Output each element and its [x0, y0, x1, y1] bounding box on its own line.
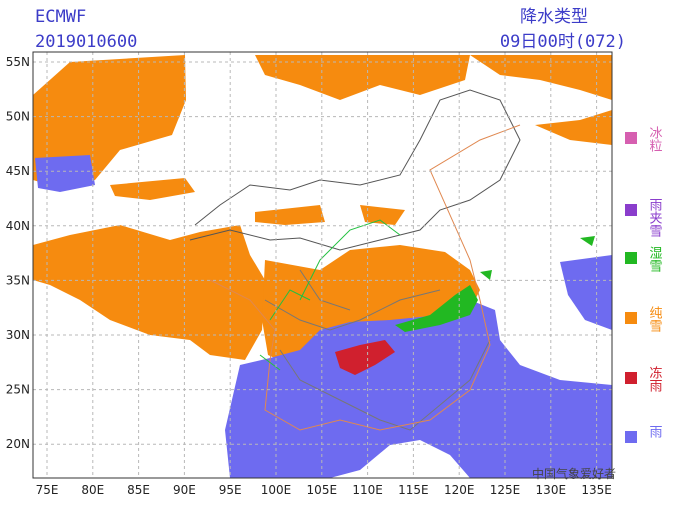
lon-label: 90E: [173, 483, 196, 497]
lat-label: 50N: [6, 110, 30, 124]
model-name: ECMWF: [35, 7, 86, 27]
lat-label: 25N: [6, 383, 30, 397]
legend-swatch: [625, 252, 637, 264]
legend-swatch: [625, 312, 637, 324]
legend-swatch: [625, 372, 637, 384]
lon-label: 120E: [444, 483, 475, 497]
lon-label: 115E: [398, 483, 429, 497]
legend-label: 湿雪: [647, 246, 663, 272]
legend-label: 冰粒: [647, 126, 663, 152]
legend-label: 雨夹雪: [647, 198, 663, 237]
lon-label: 110E: [352, 483, 383, 497]
lon-label: 100E: [261, 483, 292, 497]
legend-label: 雨: [647, 425, 663, 438]
snow-areas: [33, 55, 612, 365]
lon-label: 135E: [581, 483, 612, 497]
rain-areas: [35, 155, 612, 478]
watermark: 中国气象爱好者: [532, 466, 616, 481]
legend-swatch: [625, 132, 637, 144]
legend-swatch: [625, 204, 637, 216]
lat-label: 45N: [6, 164, 30, 178]
legend-label: 纯雪: [647, 306, 663, 332]
lon-label: 125E: [490, 483, 521, 497]
lat-label: 30N: [6, 328, 30, 342]
lon-label: 130E: [536, 483, 567, 497]
axis-labels: 55N 50N 45N 40N 35N 30N 25N 20N 75E 80E 85E 90E 95E 1…: [6, 55, 612, 497]
map-area: [32, 51, 613, 479]
init-time: 2019010600: [35, 32, 137, 52]
map-frame: [32, 51, 613, 479]
boundaries: [189, 89, 521, 431]
lon-label: 95E: [219, 483, 242, 497]
legend-swatch: [625, 431, 637, 443]
valid-time: 09日00时(072): [500, 32, 626, 52]
wet-snow-areas: [395, 236, 595, 332]
graticule: [33, 52, 612, 478]
lon-label: 75E: [36, 483, 59, 497]
lon-label: 85E: [127, 483, 150, 497]
product-title: 降水类型: [520, 7, 588, 27]
lat-label: 20N: [6, 437, 30, 451]
lat-label: 55N: [6, 55, 30, 69]
legend-label: 冻雨: [647, 365, 663, 392]
freezing-rain-areas: [335, 340, 395, 375]
lat-label: 35N: [6, 273, 30, 287]
lat-label: 40N: [6, 219, 30, 233]
lon-label: 105E: [307, 483, 338, 497]
lon-label: 80E: [81, 483, 104, 497]
